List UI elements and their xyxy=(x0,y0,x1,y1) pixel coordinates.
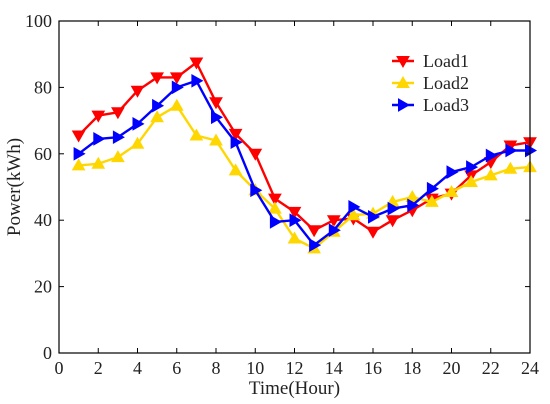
data-point-marker xyxy=(268,193,282,206)
data-point-marker xyxy=(71,130,86,143)
data-point-marker xyxy=(111,107,125,120)
data-point-marker xyxy=(464,174,478,187)
x-axis-label: Time(Hour) xyxy=(249,378,340,399)
legend-label: Load2 xyxy=(423,73,469,93)
data-point-marker xyxy=(91,156,106,169)
data-point-marker xyxy=(132,117,145,131)
data-point-marker xyxy=(169,98,184,111)
data-point-marker xyxy=(130,136,145,149)
x-tick-label: 2 xyxy=(94,358,103,378)
data-point-marker xyxy=(385,215,400,228)
data-point-marker xyxy=(485,148,498,163)
data-point-marker xyxy=(425,194,439,207)
data-point-marker xyxy=(309,238,322,252)
legend-marker xyxy=(398,98,411,112)
data-point-marker xyxy=(230,135,243,150)
legend-label: Load3 xyxy=(423,95,469,115)
legend-label: Load1 xyxy=(423,51,469,71)
x-tick-label: 6 xyxy=(172,358,181,378)
data-point-marker xyxy=(228,128,243,141)
data-point-marker xyxy=(71,158,86,171)
data-point-marker xyxy=(387,201,400,216)
data-point-marker xyxy=(209,133,223,146)
data-point-marker xyxy=(191,73,204,88)
data-point-marker xyxy=(150,110,164,123)
data-point-marker xyxy=(73,146,86,161)
y-axis-ticks: 0 20 40 60 80 100 xyxy=(25,11,530,363)
data-point-marker xyxy=(228,163,243,176)
data-point-marker xyxy=(211,110,224,125)
data-point-marker xyxy=(483,168,498,181)
data-point-marker xyxy=(466,160,479,174)
data-point-marker xyxy=(426,181,439,196)
series-line xyxy=(78,104,531,250)
data-point-marker xyxy=(171,80,184,95)
y-tick-label: 80 xyxy=(34,77,52,97)
data-point-marker xyxy=(505,143,518,158)
legend-marker xyxy=(396,75,410,88)
data-point-marker xyxy=(503,161,518,174)
series-load3 xyxy=(73,73,538,252)
data-point-marker xyxy=(152,98,165,113)
x-tick-label: 20 xyxy=(443,358,461,378)
data-point-marker xyxy=(189,128,204,141)
y-tick-label: 100 xyxy=(25,11,52,31)
data-point-marker xyxy=(348,200,361,214)
data-point-marker xyxy=(326,215,341,228)
x-tick-label: 22 xyxy=(482,358,500,378)
legend-marker xyxy=(396,56,410,69)
x-axis-ticks: 0 2 4 6 8 10 12 14 16 18 20 22 24 xyxy=(55,21,539,378)
data-point-marker xyxy=(287,231,302,244)
data-point-marker xyxy=(287,206,302,219)
y-tick-label: 0 xyxy=(43,343,52,363)
data-point-marker xyxy=(446,165,459,179)
data-point-marker xyxy=(112,130,125,145)
data-point-marker xyxy=(269,215,282,229)
x-tick-label: 8 xyxy=(212,358,221,378)
legend-entry: Load3 xyxy=(392,95,469,115)
x-tick-label: 16 xyxy=(364,358,382,378)
data-point-marker xyxy=(111,150,125,163)
x-tick-label: 12 xyxy=(286,358,304,378)
x-tick-label: 0 xyxy=(55,358,64,378)
series-layer xyxy=(71,57,538,254)
data-point-marker xyxy=(93,132,106,146)
y-tick-label: 40 xyxy=(34,210,52,230)
data-point-marker xyxy=(91,110,106,123)
data-point-marker xyxy=(346,208,361,221)
data-point-marker xyxy=(250,183,263,198)
legend-entry: Load2 xyxy=(392,73,469,93)
data-point-marker xyxy=(248,148,263,161)
x-tick-label: 24 xyxy=(521,358,539,378)
y-axis-label: Power(kWh) xyxy=(4,138,25,236)
data-point-marker xyxy=(169,72,184,85)
x-tick-label: 10 xyxy=(246,358,264,378)
data-point-marker xyxy=(130,85,145,98)
data-point-marker xyxy=(328,223,341,238)
legend-entry: Load1 xyxy=(392,51,469,71)
data-point-marker xyxy=(209,97,223,110)
x-tick-label: 14 xyxy=(325,358,343,378)
y-tick-label: 60 xyxy=(34,144,52,164)
data-point-marker xyxy=(150,72,164,85)
x-tick-label: 4 xyxy=(133,358,142,378)
data-point-marker xyxy=(189,57,204,70)
x-tick-label: 18 xyxy=(403,358,421,378)
data-point-marker xyxy=(289,213,302,228)
data-point-marker xyxy=(407,198,420,213)
data-point-marker xyxy=(368,210,381,224)
data-point-marker xyxy=(366,226,380,239)
y-tick-label: 20 xyxy=(34,277,52,297)
data-point-marker xyxy=(307,225,321,238)
data-point-marker xyxy=(268,201,282,214)
data-point-marker xyxy=(444,184,459,197)
